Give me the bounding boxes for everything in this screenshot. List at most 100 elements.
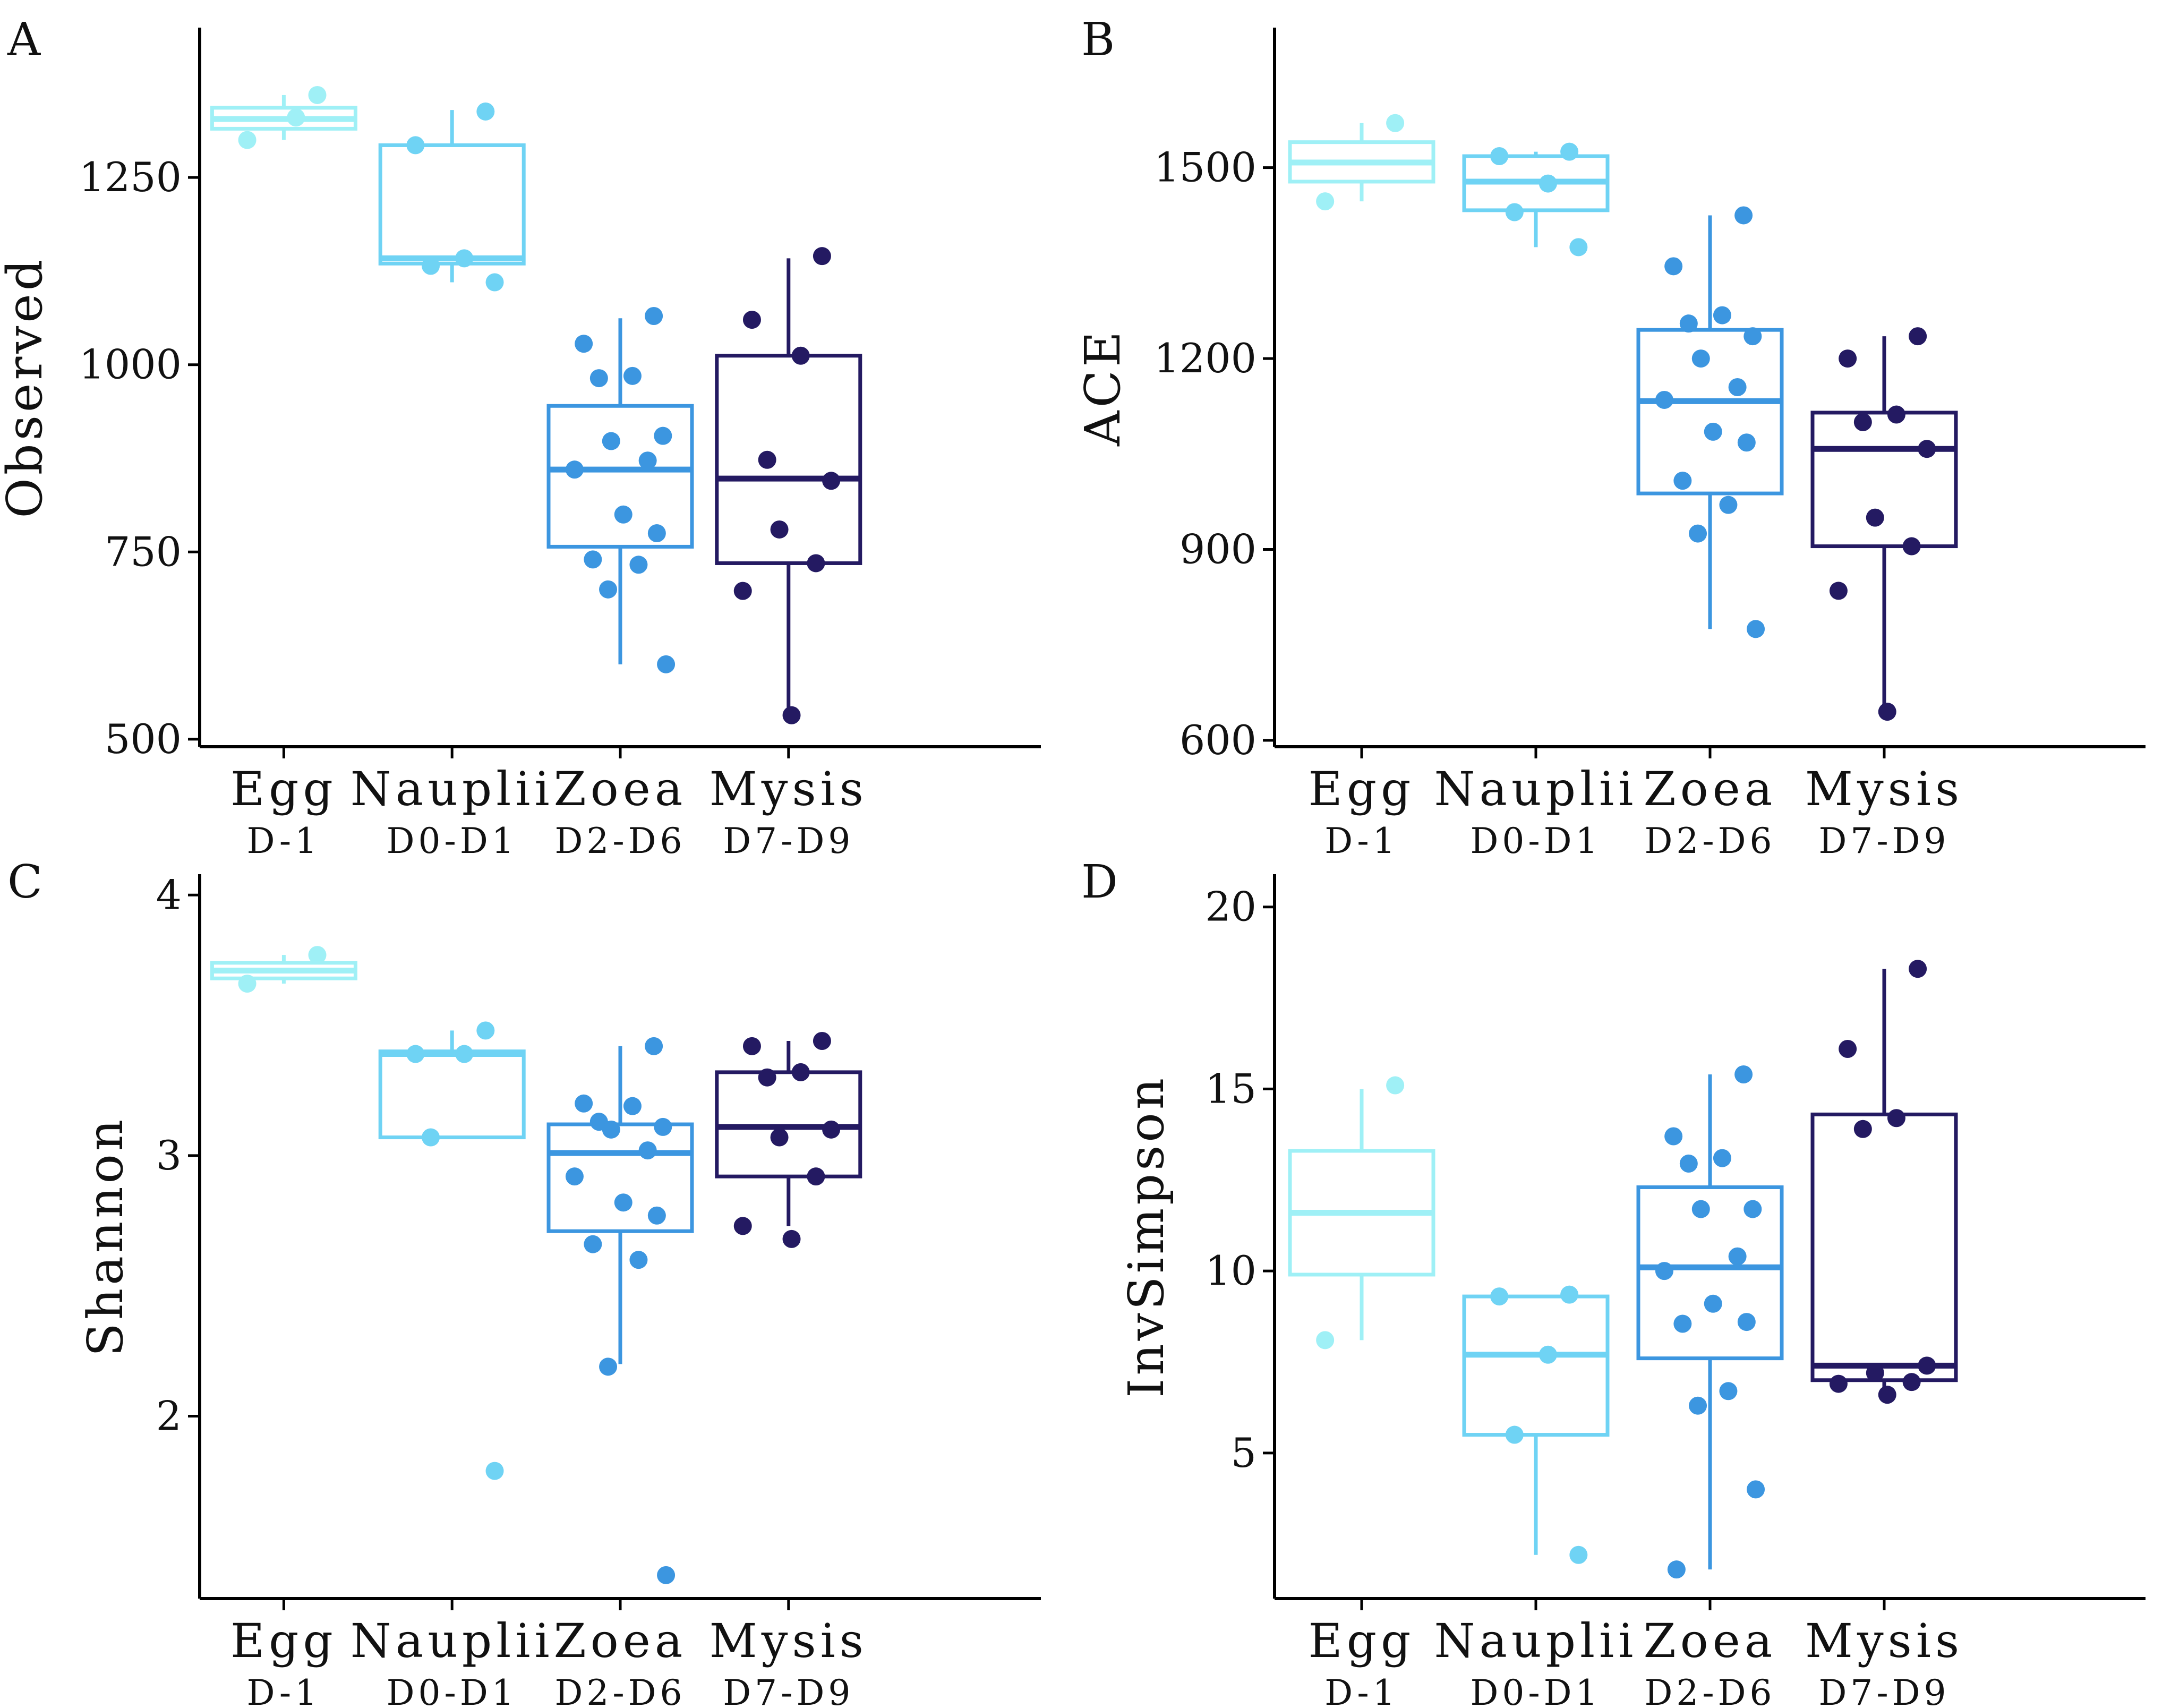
y-tick-label: 20 — [1205, 883, 1257, 930]
data-point — [599, 1357, 618, 1376]
x-tick-sublabel: D7-D9 — [1818, 1672, 1950, 1708]
y-tick-label: 4 — [156, 871, 182, 918]
data-point — [1490, 1287, 1509, 1306]
data-point — [1490, 147, 1509, 166]
data-point — [1655, 390, 1673, 409]
x-tick-label: Zoea — [1644, 762, 1777, 816]
data-point — [1713, 1149, 1731, 1167]
x-tick-label: Egg — [230, 762, 337, 816]
data-point — [485, 273, 504, 292]
data-point — [1673, 1314, 1692, 1333]
data-point — [1719, 1382, 1738, 1400]
x-tick-sublabel: D-1 — [247, 821, 321, 861]
data-point — [614, 1193, 633, 1212]
data-point — [602, 1120, 620, 1139]
data-point — [645, 307, 663, 326]
box-zoea — [546, 404, 694, 549]
data-point — [1691, 349, 1710, 368]
data-point — [308, 946, 327, 964]
data-point — [1909, 960, 1927, 978]
x-tick-sublabel: D2-D6 — [1644, 821, 1775, 861]
data-point — [782, 1229, 801, 1248]
data-point — [1829, 582, 1848, 600]
data-point — [406, 136, 425, 155]
data-point — [1713, 306, 1731, 324]
data-point — [623, 1097, 642, 1115]
y-tick-label: 2 — [156, 1393, 182, 1440]
data-point — [807, 554, 825, 573]
data-point — [575, 1094, 593, 1113]
data-point — [485, 1462, 504, 1480]
data-point — [733, 1217, 752, 1235]
box-mysis — [715, 354, 862, 565]
data-point — [238, 975, 257, 993]
data-point — [822, 1120, 841, 1139]
y-axis-title: InvSimpson — [1118, 1075, 1175, 1398]
data-point — [565, 460, 584, 479]
data-point — [657, 655, 676, 673]
data-point — [654, 1117, 672, 1136]
data-point — [813, 1032, 831, 1051]
data-point — [758, 1068, 776, 1087]
data-point — [1386, 1076, 1405, 1095]
y-axis-title: Shannon — [77, 1116, 134, 1356]
panel-a: A 500 750 1000 1250 Observed Egg D-1 Nauplii D0-D… — [0, 13, 1041, 861]
data-point — [1747, 1480, 1765, 1499]
data-point — [1918, 440, 1936, 458]
data-point — [584, 550, 602, 569]
data-point — [1569, 1545, 1588, 1564]
y-tick-label: 750 — [105, 528, 182, 575]
data-point — [1505, 1425, 1524, 1444]
data-point — [1386, 114, 1405, 132]
data-point — [589, 369, 608, 388]
data-point — [1878, 1386, 1896, 1404]
data-point — [822, 472, 841, 490]
data-point — [1829, 1374, 1848, 1393]
x-tick-label: Nauplii — [351, 1613, 554, 1668]
x-tick-sublabel: D2-D6 — [554, 821, 686, 861]
data-point — [654, 426, 672, 445]
x-tick-sublabel: D-1 — [1324, 821, 1398, 861]
data-point — [565, 1167, 584, 1186]
x-tick-label: Egg — [1309, 1613, 1415, 1668]
x-tick-label: Zoea — [1644, 1613, 1777, 1668]
data-point — [1878, 703, 1896, 721]
x-tick-label: Nauplii — [1434, 1613, 1638, 1668]
data-point — [1664, 1127, 1683, 1146]
data-point — [733, 582, 752, 600]
data-point — [1689, 524, 1707, 543]
data-point — [1560, 142, 1579, 161]
data-point — [647, 524, 666, 543]
box-zoea — [1636, 1185, 1784, 1361]
x-tick-sublabel: D0-D1 — [1470, 821, 1601, 861]
x-tick-label: Nauplii — [1434, 762, 1638, 816]
data-point — [287, 108, 305, 127]
data-point — [476, 102, 495, 121]
x-tick-sublabel: D2-D6 — [554, 1672, 686, 1708]
x-tick-label: Egg — [230, 1613, 337, 1668]
data-point — [742, 311, 761, 329]
box-mysis — [1810, 411, 1958, 549]
box-nauplii — [1462, 1294, 1610, 1437]
data-point — [422, 257, 440, 275]
data-point — [1743, 1200, 1762, 1218]
data-point — [1316, 1331, 1335, 1350]
data-point — [1866, 508, 1884, 527]
data-point — [1839, 1040, 1857, 1058]
data-point — [1737, 1313, 1756, 1331]
x-tick-label: Mysis — [1805, 1613, 1963, 1668]
x-tick-sublabel: D-1 — [1324, 1672, 1398, 1708]
data-point — [647, 1206, 666, 1225]
data-point — [638, 1141, 657, 1160]
x-tick-label: Zoea — [554, 762, 687, 816]
x-tick-label: Mysis — [710, 762, 868, 816]
panel-letter: A — [7, 13, 41, 66]
data-point — [1839, 349, 1857, 368]
data-point — [1734, 206, 1753, 225]
data-point — [1887, 1109, 1905, 1128]
data-point — [1667, 1560, 1686, 1579]
data-point — [645, 1037, 663, 1055]
data-point — [1704, 422, 1722, 441]
data-point — [1737, 433, 1756, 452]
y-tick-label: 1200 — [1154, 335, 1257, 382]
